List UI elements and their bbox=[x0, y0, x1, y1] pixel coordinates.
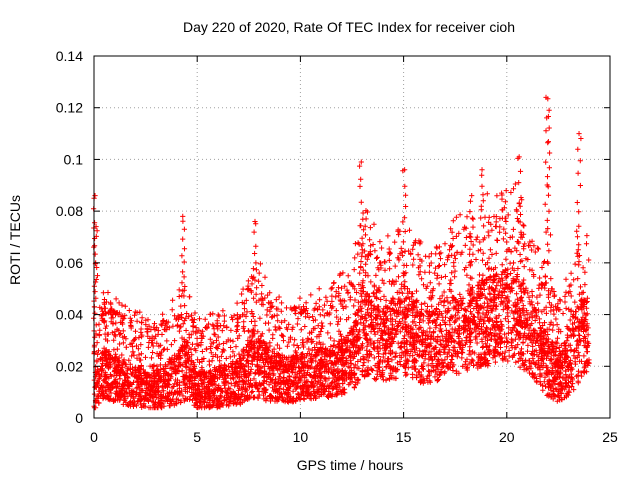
y-tick-label: 0 bbox=[75, 410, 83, 426]
x-tick-label: 15 bbox=[396, 429, 412, 445]
y-tick-label: 0.06 bbox=[56, 255, 83, 271]
peak-marker bbox=[469, 193, 475, 199]
peak-marker bbox=[479, 167, 485, 173]
axis-ticks bbox=[93, 55, 611, 419]
x-tick-label: 0 bbox=[90, 429, 98, 445]
y-tick-labels: 0 0.02 0.04 0.06 0.08 0.1 0.12 0.14 bbox=[56, 48, 83, 426]
peak-marker bbox=[546, 107, 552, 113]
x-tick-label: 20 bbox=[499, 429, 515, 445]
data-points bbox=[91, 94, 592, 411]
peak-marker bbox=[516, 154, 522, 160]
y-axis-title: ROTI / TECUs bbox=[7, 195, 23, 285]
peak-marker bbox=[92, 193, 98, 199]
x-tick-label: 5 bbox=[193, 429, 201, 445]
y-tick-label: 0.1 bbox=[64, 151, 84, 167]
y-tick-label: 0.12 bbox=[56, 100, 83, 116]
chart-title: Day 220 of 2020, Rate Of TEC Index for r… bbox=[183, 19, 515, 35]
x-tick-label: 25 bbox=[602, 429, 618, 445]
peak-marker bbox=[180, 213, 186, 219]
peak-marker bbox=[543, 94, 549, 100]
peak-marker bbox=[402, 167, 408, 173]
plot-frame bbox=[93, 55, 611, 419]
peak-marker bbox=[576, 130, 582, 137]
peak-marker bbox=[252, 218, 258, 225]
y-tick-label: 0.02 bbox=[56, 358, 83, 374]
y-tick-label: 0.14 bbox=[56, 48, 83, 64]
y-tick-label: 0.04 bbox=[56, 307, 83, 323]
roti-markers bbox=[91, 96, 592, 411]
y-tick-label: 0.08 bbox=[56, 203, 83, 219]
grid bbox=[94, 56, 610, 418]
x-axis-title: GPS time / hours bbox=[297, 457, 404, 473]
peak-marker bbox=[358, 159, 364, 165]
x-tick-label: 10 bbox=[293, 429, 309, 445]
x-tick-labels: 0 5 10 15 20 25 bbox=[90, 429, 618, 445]
